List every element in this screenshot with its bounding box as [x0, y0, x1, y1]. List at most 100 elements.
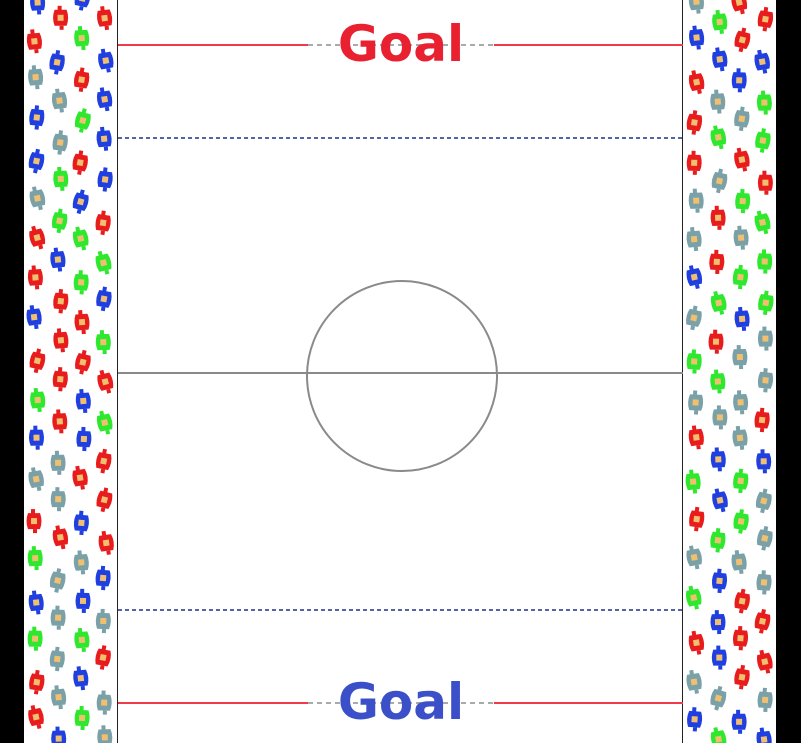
spectator: [53, 166, 69, 191]
spectator: [732, 626, 749, 651]
spectator: [74, 310, 90, 335]
spectator: [52, 409, 68, 434]
spectator: [686, 669, 702, 694]
spectator: [710, 205, 726, 230]
spectator: [732, 264, 748, 290]
spectator: [27, 546, 43, 571]
spectator: [26, 29, 42, 54]
spectator: [96, 487, 113, 513]
spectator: [754, 210, 771, 235]
spectator: [95, 608, 111, 634]
spectator: [757, 326, 773, 351]
spectator: [74, 0, 91, 11]
spectator: [95, 645, 111, 670]
spectator: [96, 126, 112, 151]
spectator: [74, 108, 91, 133]
spectator: [51, 726, 67, 743]
spectator: [732, 345, 748, 370]
spectator: [74, 26, 90, 51]
spectator: [754, 407, 770, 433]
spectator: [710, 290, 727, 315]
spectator: [733, 225, 749, 250]
spectator: [688, 188, 704, 213]
goal-label-bottom: Goal: [337, 673, 465, 731]
spectator: [688, 0, 704, 14]
spectator: [710, 528, 726, 553]
spectator: [686, 110, 703, 135]
spectator: [708, 329, 724, 354]
spectator: [757, 6, 774, 32]
spectator: [754, 49, 770, 74]
spectator: [49, 49, 65, 75]
spectator: [688, 425, 704, 450]
spectator: [712, 405, 728, 430]
spectator: [756, 525, 773, 551]
spectator: [731, 549, 747, 575]
spectator: [95, 330, 111, 355]
spectator: [710, 125, 727, 150]
spectator: [757, 687, 773, 713]
spectator: [50, 450, 66, 475]
spectator: [756, 649, 773, 674]
spectator: [72, 226, 89, 251]
spectator: [734, 588, 750, 614]
crowd-left-graphic: [26, 0, 114, 743]
spectator: [95, 250, 112, 275]
spectator: [97, 369, 114, 394]
spectator: [732, 425, 748, 450]
spectator: [758, 290, 774, 316]
spectator: [733, 390, 749, 415]
spectator: [710, 727, 727, 743]
spectator: [734, 664, 750, 690]
spectator: [96, 87, 113, 112]
spectator: [734, 306, 750, 331]
spectator: [28, 467, 44, 492]
spectator: [97, 167, 113, 192]
spectator: [51, 208, 68, 234]
spectator: [686, 227, 702, 252]
spectator: [72, 189, 89, 215]
spectator: [29, 425, 44, 450]
spectator: [73, 510, 89, 536]
spectator: [731, 68, 747, 93]
spectator: [712, 488, 728, 513]
spectator: [686, 349, 702, 374]
spectator: [735, 188, 751, 214]
spectator: [731, 0, 748, 15]
spectator: [50, 605, 66, 630]
spectator: [95, 448, 112, 474]
spectator: [50, 487, 66, 512]
spectator: [685, 469, 701, 494]
spectator: [731, 709, 747, 734]
spectator: [74, 627, 90, 652]
spectator: [73, 270, 89, 295]
spectator: [73, 666, 89, 691]
spectator: [52, 525, 69, 550]
spectator: [733, 468, 749, 494]
spectator: [710, 89, 726, 114]
spectator: [688, 70, 705, 95]
spectator: [757, 249, 773, 274]
goal-label-top: Goal: [337, 15, 465, 73]
spectator: [73, 67, 90, 93]
spectator: [72, 465, 88, 490]
spectator: [95, 565, 111, 591]
crowd-right-graphic: [685, 0, 774, 743]
spectator: [756, 727, 772, 743]
spectator: [733, 509, 749, 534]
spectator: [53, 288, 69, 314]
spectator: [30, 387, 46, 413]
spectator: [97, 6, 113, 31]
spectator: [687, 707, 703, 732]
spectator: [688, 630, 705, 655]
spectator: [757, 170, 773, 195]
spectator: [756, 570, 772, 595]
spectator: [712, 9, 728, 34]
spectator: [685, 585, 702, 610]
spectator: [686, 150, 702, 175]
spectator: [98, 530, 114, 555]
spectator: [734, 147, 750, 172]
spectator: [686, 265, 703, 290]
spectator: [26, 305, 42, 330]
spectator: [30, 0, 46, 15]
